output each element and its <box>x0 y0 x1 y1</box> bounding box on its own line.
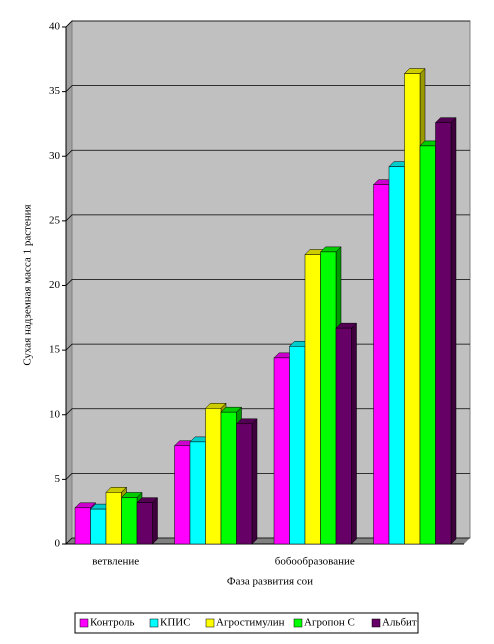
grid-line <box>65 20 470 28</box>
y-axis-label: Сухая надземная масса 1 растения <box>22 204 34 365</box>
bar-side <box>450 117 457 545</box>
legend-swatch <box>149 618 159 628</box>
bar-front <box>220 411 237 545</box>
bar-front <box>388 166 405 545</box>
grid-line <box>65 149 470 157</box>
y-tick-label: 5 <box>55 473 61 485</box>
grid-line <box>65 214 470 222</box>
bar-front <box>136 502 153 545</box>
x-tick-label: бобообразование <box>275 556 355 568</box>
legend-label: Альбит <box>382 617 417 629</box>
legend-swatch <box>293 618 303 628</box>
y-tick-label: 0 <box>55 538 61 550</box>
bar-front <box>419 145 436 545</box>
legend-label: Агропон С <box>304 617 355 629</box>
bar-front <box>435 122 452 545</box>
bar-front <box>174 445 191 545</box>
floor <box>66 538 470 544</box>
legend-swatch <box>205 618 215 628</box>
bar <box>235 418 258 545</box>
bar-front <box>304 254 321 545</box>
grid-line <box>65 85 470 92</box>
legend-label: Агростимулин <box>216 617 285 629</box>
bar-front <box>121 497 138 545</box>
legend-swatch <box>79 618 89 628</box>
bar-side <box>251 418 258 545</box>
y-tick-label: 35 <box>49 85 61 97</box>
y-tick-label: 30 <box>49 150 61 162</box>
bar-front <box>273 357 290 545</box>
y-tick-label: 15 <box>49 344 61 356</box>
bar-side <box>152 497 158 545</box>
y-tick-label: 25 <box>49 214 61 226</box>
bar-side <box>351 322 357 545</box>
bar-front <box>404 73 421 545</box>
bar-front <box>105 492 122 545</box>
y-tick-label: 10 <box>49 408 61 420</box>
bar <box>136 497 159 545</box>
bar-front <box>74 507 91 545</box>
bar <box>434 117 457 545</box>
bar-front <box>90 508 107 545</box>
x-axis-label: Фаза развития сои <box>227 576 313 588</box>
legend-swatch <box>371 618 381 628</box>
legend-box <box>74 612 419 634</box>
bar-front <box>205 408 222 545</box>
bar-front <box>320 251 337 545</box>
bar-front <box>289 345 306 545</box>
x-tick-label: ветвление <box>92 556 139 568</box>
bar <box>335 322 358 545</box>
legend-label: Контроль <box>90 617 134 629</box>
legend-label: КПИС <box>160 617 191 629</box>
legend: Контроль КПИС Агростимулин Агропон С Альбит <box>74 612 419 634</box>
bar-front <box>335 327 352 545</box>
y-tick-label: 20 <box>49 279 61 291</box>
bar-front <box>189 441 206 545</box>
bar-front <box>373 184 390 545</box>
bar-front <box>236 423 253 545</box>
y-tick-label: 40 <box>49 21 61 33</box>
